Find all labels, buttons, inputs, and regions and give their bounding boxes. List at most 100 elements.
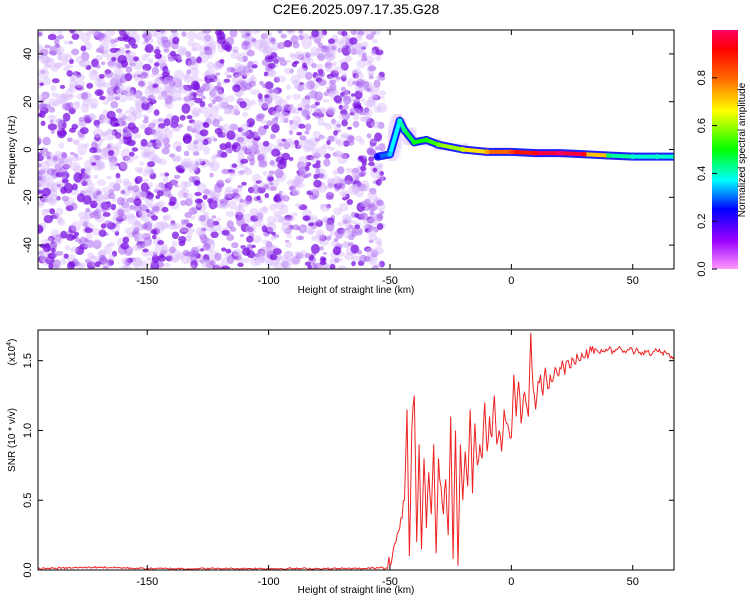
noise-speck (251, 143, 259, 150)
noise-speck (49, 194, 60, 202)
noise-speck (347, 126, 352, 130)
noise-speck (170, 90, 182, 102)
noise-speck (144, 221, 153, 231)
noise-speck (127, 122, 136, 130)
noise-speck (95, 160, 106, 171)
noise-speck (184, 235, 192, 242)
noise-speck (213, 62, 223, 71)
colorbar-gradient (712, 30, 738, 269)
noise-speck (280, 33, 287, 39)
noise-speck (341, 30, 348, 37)
noise-speck (155, 183, 165, 192)
noise-speck (264, 193, 270, 199)
noise-speck (336, 166, 345, 175)
noise-speck (49, 198, 57, 206)
noise-speck (136, 245, 144, 251)
noise-speck (237, 204, 243, 211)
noise-speck (56, 52, 63, 57)
noise-speck (39, 243, 47, 248)
noise-speck (195, 31, 206, 41)
noise-speck (230, 67, 236, 74)
noise-speck (283, 107, 290, 112)
colorbar-ticks: 0.0 0.2 0.4 0.6 0.8 (696, 70, 717, 277)
noise-speck (38, 189, 43, 195)
noise-speck (186, 233, 193, 238)
noise-speck (225, 36, 235, 46)
noise-speck (153, 157, 163, 164)
noise-speck (185, 51, 192, 58)
noise-speck (204, 34, 212, 42)
noise-speck (96, 77, 103, 83)
noise-speck (261, 103, 269, 111)
noise-speck (352, 115, 360, 120)
noise-speck (244, 167, 253, 176)
noise-speck (132, 243, 142, 251)
noise-speck (324, 46, 331, 50)
noise-speck (232, 188, 239, 194)
noise-speck (44, 57, 56, 68)
noise-speck (144, 166, 152, 173)
noise-speck (236, 56, 242, 62)
noise-speck (313, 179, 322, 188)
noise-speck (321, 122, 329, 127)
noise-speck (337, 221, 344, 227)
noise-speck (154, 52, 162, 60)
noise-speck (45, 237, 53, 243)
noise-speck (216, 217, 222, 222)
noise-speck (143, 149, 151, 158)
noise-speck (231, 104, 240, 111)
noise-speck (259, 37, 267, 44)
x-tick-label: -50 (382, 576, 398, 588)
noise-speck (133, 70, 144, 83)
noise-speck (274, 201, 285, 210)
noise-speck (348, 46, 358, 54)
noise-speck (61, 152, 67, 159)
noise-speck (239, 80, 246, 86)
noise-speck (354, 187, 364, 198)
noise-speck (369, 143, 376, 148)
noise-speck (208, 105, 219, 117)
noise-speck (199, 234, 206, 241)
noise-speck (237, 153, 245, 161)
noise-speck (94, 154, 101, 161)
noise-speck (203, 146, 210, 155)
noise-speck (38, 202, 45, 208)
noise-speck (139, 211, 147, 219)
noise-speck (131, 147, 139, 152)
noise-speck (165, 100, 172, 105)
noise-speck (319, 134, 325, 139)
noise-speck (99, 95, 106, 101)
noise-speck (281, 152, 291, 161)
y-tick-label: 1.5 (22, 353, 34, 368)
noise-speck (159, 172, 166, 177)
noise-speck (191, 67, 200, 77)
noise-speck (324, 61, 333, 69)
noise-speck (103, 265, 109, 269)
noise-speck (133, 155, 139, 160)
noise-speck (372, 94, 381, 101)
noise-speck (102, 99, 109, 105)
noise-speck (267, 87, 279, 100)
noise-speck (50, 253, 58, 258)
noise-speck (131, 110, 138, 117)
noise-speck (258, 160, 267, 168)
noise-speck (39, 82, 45, 86)
x-tick-label: 0 (508, 275, 514, 287)
noise-speck (53, 259, 61, 269)
noise-speck (78, 120, 87, 129)
noise-speck (192, 124, 201, 133)
noise-speck (64, 245, 71, 251)
noise-speck (195, 203, 202, 211)
noise-speck (298, 123, 306, 129)
noise-speck (326, 178, 336, 184)
noise-speck (321, 144, 330, 150)
noise-speck (151, 215, 158, 221)
noise-speck (38, 249, 46, 257)
noise-speck (350, 93, 356, 97)
spectrogram-x-ticks: -150 -100 -50 0 50 (136, 30, 639, 287)
noise-speck (98, 74, 105, 79)
noise-speck (226, 220, 234, 229)
noise-speck (125, 156, 134, 163)
noise-speck (329, 79, 337, 85)
noise-speck (41, 187, 51, 197)
